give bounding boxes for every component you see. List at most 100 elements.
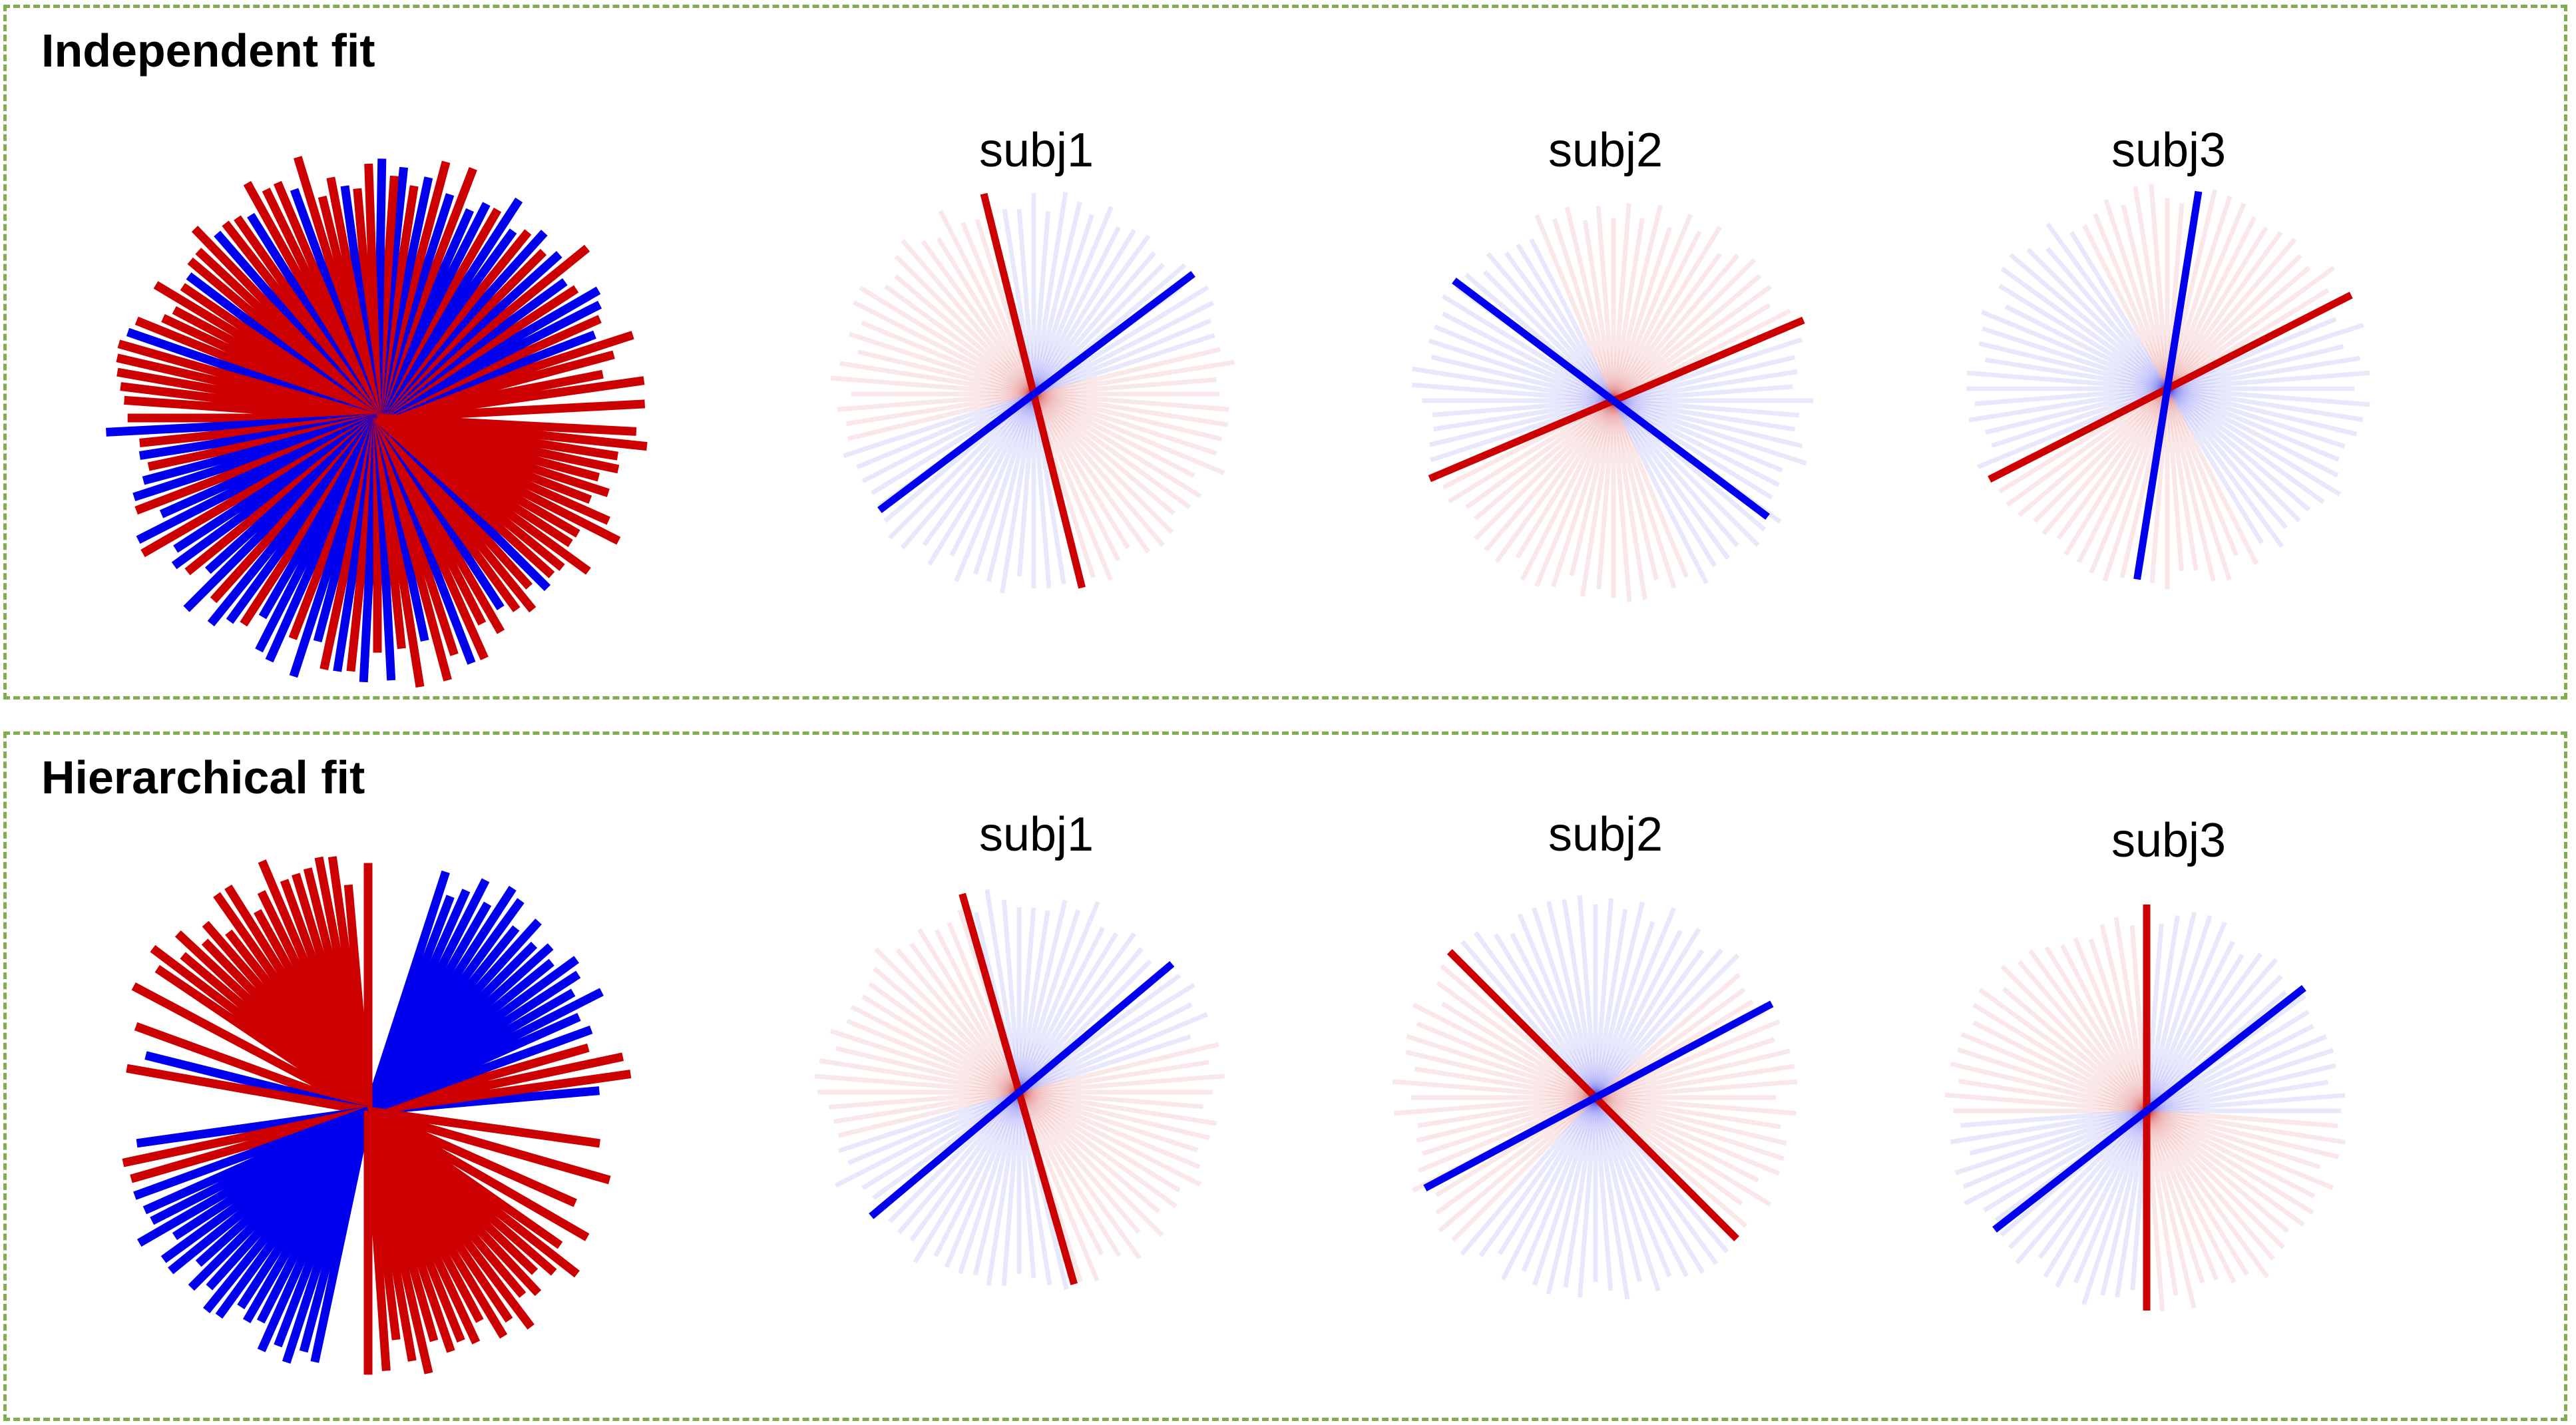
background-line xyxy=(2076,387,2170,564)
background-line xyxy=(2146,1108,2346,1145)
background-line xyxy=(1031,201,1082,395)
background-line xyxy=(2146,1108,2338,1129)
background-line xyxy=(2073,1110,2149,1284)
background-line xyxy=(1613,398,1796,432)
background-line xyxy=(1017,932,1136,1094)
background-line xyxy=(1031,206,1114,395)
background-line xyxy=(2038,1109,2149,1259)
background-line xyxy=(1504,251,1615,403)
background-line xyxy=(1593,898,1613,1098)
background-line xyxy=(1412,1002,1597,1100)
background-line xyxy=(986,1092,1022,1286)
background-line xyxy=(2059,944,2149,1112)
background-line xyxy=(1612,398,1807,466)
background-line xyxy=(1594,1095,1780,1176)
background-line xyxy=(830,375,1034,397)
background-line xyxy=(1595,1095,1787,1146)
blue-fit-line xyxy=(1992,984,2306,1233)
background-line xyxy=(1016,899,1068,1093)
background-line xyxy=(1433,398,1614,432)
background-line xyxy=(1972,1020,2148,1114)
background-line xyxy=(2145,1109,2290,1233)
background-line xyxy=(2145,1048,2334,1114)
background-line xyxy=(1032,262,1166,396)
background-line xyxy=(2041,387,2169,536)
background-line xyxy=(2165,387,2259,566)
background-line xyxy=(2165,254,2302,391)
background-line xyxy=(1611,400,1647,600)
background-line xyxy=(2145,1109,2270,1279)
background-line xyxy=(2043,1110,2149,1278)
background-line xyxy=(1016,1091,1100,1282)
background-line xyxy=(1984,357,2168,391)
background-line xyxy=(2089,387,2170,574)
background-line xyxy=(1033,391,1229,412)
background-line xyxy=(2144,1110,2205,1284)
background-line xyxy=(1611,399,1717,568)
background-line xyxy=(1596,400,1616,590)
background-line xyxy=(1954,1108,2148,1175)
background-line xyxy=(843,391,1035,459)
background-line xyxy=(2166,322,2364,391)
background-line xyxy=(2165,387,2284,548)
background-line xyxy=(2144,911,2197,1112)
background-line xyxy=(1031,226,1121,395)
background-line xyxy=(2006,387,2169,507)
background-line xyxy=(2165,266,2311,391)
background-line xyxy=(2146,1080,2329,1114)
background-line xyxy=(837,391,1034,412)
background-line xyxy=(1981,309,2169,391)
background-line xyxy=(859,286,1035,396)
background-line xyxy=(1018,983,1195,1094)
background-line xyxy=(2144,940,2235,1112)
background-line xyxy=(873,966,1021,1094)
background-line xyxy=(1416,1095,1596,1143)
background-line xyxy=(1441,311,1615,403)
background-line xyxy=(2167,355,2361,391)
background-line xyxy=(1613,369,1798,403)
background-line xyxy=(2144,1110,2237,1284)
background-line xyxy=(2145,1109,2305,1227)
background-line xyxy=(2165,202,2247,390)
background-line xyxy=(2146,1108,2339,1159)
background-line xyxy=(1595,1048,1791,1100)
background-line xyxy=(1033,391,1223,442)
background-line xyxy=(2145,1109,2275,1261)
background-line xyxy=(1978,341,2168,391)
background-line xyxy=(1594,972,1741,1100)
background-line xyxy=(2165,387,2288,530)
background-line xyxy=(1406,1034,1597,1100)
background-line xyxy=(1611,399,1677,589)
background-line xyxy=(1436,980,1598,1100)
background-line xyxy=(1991,386,2169,449)
background-line xyxy=(1577,1097,1598,1298)
background-line xyxy=(901,238,1036,396)
background-line xyxy=(835,1046,1020,1095)
background-line xyxy=(1577,895,1598,1098)
background-line xyxy=(884,284,1036,396)
background-line xyxy=(900,392,1036,550)
background-line xyxy=(1593,1097,1642,1283)
background-line xyxy=(1612,398,1783,473)
background-line xyxy=(1974,386,2168,407)
background-line xyxy=(1412,366,1614,403)
background-line xyxy=(2113,916,2149,1112)
background-line xyxy=(1594,1037,1775,1100)
background-line xyxy=(1594,1095,1759,1183)
background-line xyxy=(1593,909,1628,1098)
background-line xyxy=(2026,248,2169,391)
subject-label: subj2 xyxy=(1548,808,1663,861)
background-line xyxy=(1950,1108,2147,1145)
background-line xyxy=(2144,1110,2179,1296)
background-line xyxy=(1031,214,1094,395)
background-line xyxy=(2144,915,2213,1112)
background-line xyxy=(1612,303,1771,403)
background-line xyxy=(2165,226,2268,390)
background-line xyxy=(2165,195,2233,390)
background-line xyxy=(2100,1110,2149,1296)
background-line xyxy=(1447,399,1615,504)
background-line xyxy=(2166,386,2346,449)
background-line xyxy=(1611,400,1659,580)
background-line xyxy=(1962,1108,2148,1189)
background-line xyxy=(2004,304,2169,391)
